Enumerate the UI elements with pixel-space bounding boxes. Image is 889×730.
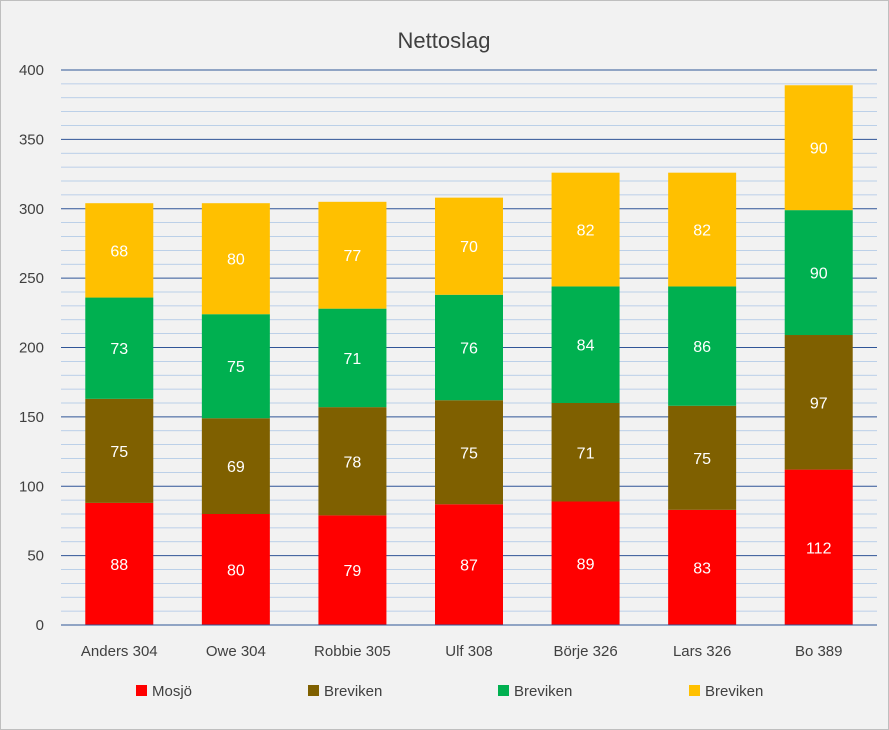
bar-segment — [551, 286, 620, 403]
data-label: 82 — [693, 223, 711, 240]
x-category-label: Owe 304 — [206, 643, 266, 660]
legend-swatch — [136, 685, 147, 696]
data-label: 80 — [227, 563, 245, 580]
data-label: 75 — [693, 451, 711, 468]
y-tick-label: 100 — [19, 478, 44, 495]
x-category-label: Lars 326 — [673, 643, 731, 660]
x-axis: Anders 304 Owe 304 Robbie 305 Ulf 308 Börje … — [61, 624, 877, 660]
bar-segment — [318, 201, 387, 309]
bar-segment — [668, 172, 737, 287]
y-tick-label: 50 — [27, 548, 44, 565]
data-label: 80 — [227, 252, 245, 269]
bars: 88 75 73 68 80 69 75 80 79 78 71 77 87 75 76 70 89 71 84 82… — [85, 85, 853, 625]
y-tick-label: 300 — [19, 201, 44, 218]
bar-segment — [435, 400, 503, 505]
legend-swatch — [689, 685, 700, 696]
data-label: 77 — [344, 248, 362, 265]
bar-segment — [784, 469, 853, 625]
data-label: 78 — [344, 454, 362, 471]
data-label: 90 — [810, 141, 828, 158]
legend-label: Mosjö — [152, 683, 192, 700]
legend-swatch — [498, 685, 509, 696]
bar-segment — [318, 515, 387, 625]
bar-segment — [435, 294, 503, 401]
legend-label: Breviken — [324, 683, 382, 700]
bar-segment — [201, 418, 270, 514]
bar-segment — [318, 308, 387, 408]
bar-segment — [318, 407, 387, 516]
bar-segment — [85, 502, 154, 625]
data-label: 68 — [110, 243, 128, 260]
y-tick-label: 200 — [19, 340, 44, 357]
y-tick-label: 0 — [36, 617, 44, 634]
data-label: 75 — [227, 359, 245, 376]
bar-segment — [85, 398, 154, 503]
bar-segment — [551, 172, 620, 287]
data-label: 87 — [460, 558, 478, 575]
x-category-label: Bo 389 — [795, 643, 843, 660]
bar-segment — [668, 286, 737, 406]
x-category-label: Börje 326 — [553, 643, 617, 660]
bar-segment — [551, 403, 620, 502]
bar-segment — [85, 297, 154, 399]
data-label: 90 — [810, 266, 828, 283]
y-tick-label: 350 — [19, 131, 44, 148]
data-label: 73 — [110, 341, 128, 358]
chart-title: Nettoslag — [398, 28, 491, 53]
bar-segment — [668, 509, 737, 625]
bar-segment — [201, 314, 270, 419]
legend-label: Breviken — [705, 683, 763, 700]
legend: Mosjö Breviken Breviken Breviken — [136, 683, 763, 700]
data-label: 69 — [227, 459, 245, 476]
data-label: 97 — [810, 395, 828, 412]
legend-swatch — [308, 685, 319, 696]
y-tick-label: 150 — [19, 409, 44, 426]
x-category-label: Robbie 305 — [314, 643, 391, 660]
data-label: 75 — [110, 444, 128, 461]
data-label: 82 — [577, 223, 595, 240]
data-label: 83 — [693, 560, 711, 577]
data-label: 70 — [460, 239, 478, 256]
data-label: 71 — [577, 445, 595, 462]
data-label: 84 — [577, 338, 595, 355]
bar-segment — [668, 405, 737, 510]
bar-segment — [551, 501, 620, 625]
bar-segment — [85, 203, 154, 298]
y-axis-ticks: 0 50 100 150 200 250 300 350 400 — [19, 62, 44, 634]
x-category-label: Ulf 308 — [445, 643, 493, 660]
y-tick-label: 400 — [19, 62, 44, 79]
data-label: 79 — [344, 563, 362, 580]
bar-segment — [201, 514, 270, 625]
data-label: 89 — [577, 556, 595, 573]
data-label: 71 — [344, 351, 362, 368]
bar-segment — [435, 197, 503, 295]
bar-segment — [784, 335, 853, 470]
data-label: 88 — [110, 557, 128, 574]
data-label: 75 — [460, 445, 478, 462]
bar-segment — [201, 203, 270, 315]
bar-segment — [784, 210, 853, 336]
y-tick-label: 250 — [19, 270, 44, 287]
bar-segment — [435, 504, 503, 625]
x-category-label: Anders 304 — [81, 643, 158, 660]
data-label: 112 — [806, 540, 832, 557]
data-label: 76 — [460, 341, 478, 358]
bar-segment — [784, 85, 853, 211]
data-label: 86 — [693, 339, 711, 356]
legend-label: Breviken — [514, 683, 572, 700]
